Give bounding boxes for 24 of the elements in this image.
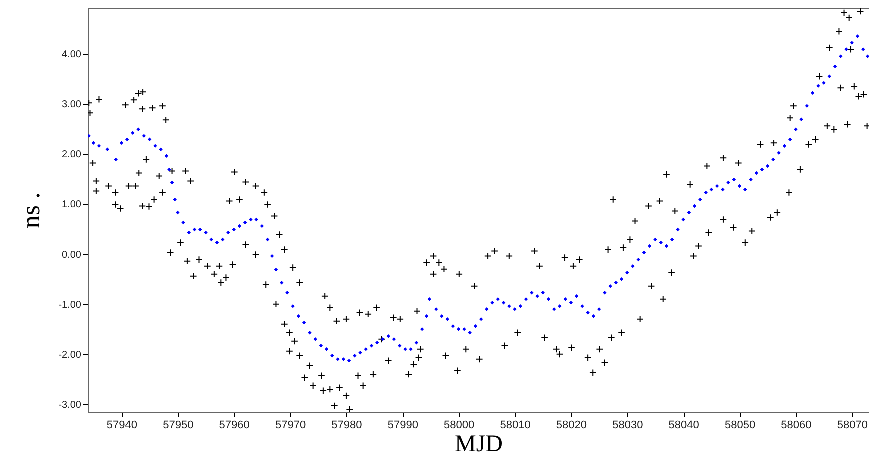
x-tick-label: 58040 [668,420,700,432]
x-tick-label: 58000 [444,420,475,432]
x-tick-label: 57950 [163,420,194,432]
y-tick-label: 1.00 [62,200,82,211]
y-tick-label: -1.00 [58,300,82,311]
x-tick-label: 58070 [837,420,868,432]
y-axis-title: ns . [16,192,46,229]
x-tick-label: 58060 [781,420,812,432]
x-tick-label: 58020 [556,420,588,432]
y-tick-label: 3.00 [62,100,82,111]
x-tick-label: 58010 [500,420,531,432]
y-tick-label: -3.00 [58,400,82,411]
y-tick-label: 2.00 [62,150,82,161]
x-tick-label: 57970 [275,420,306,432]
x-tick-label: 57980 [332,420,362,432]
x-tick-label: 58050 [724,420,756,432]
y-tick-label: 4.00 [62,50,82,61]
x-tick-label: 57940 [106,420,138,432]
x-axis-title: MJD [454,432,504,458]
x-tick-label: 57960 [219,420,250,432]
y-tick-label: -2.00 [58,350,82,361]
y-tick-label: 0.00 [62,250,82,261]
x-tick-label: 58030 [612,420,644,432]
x-tick-label: 57990 [388,420,418,432]
